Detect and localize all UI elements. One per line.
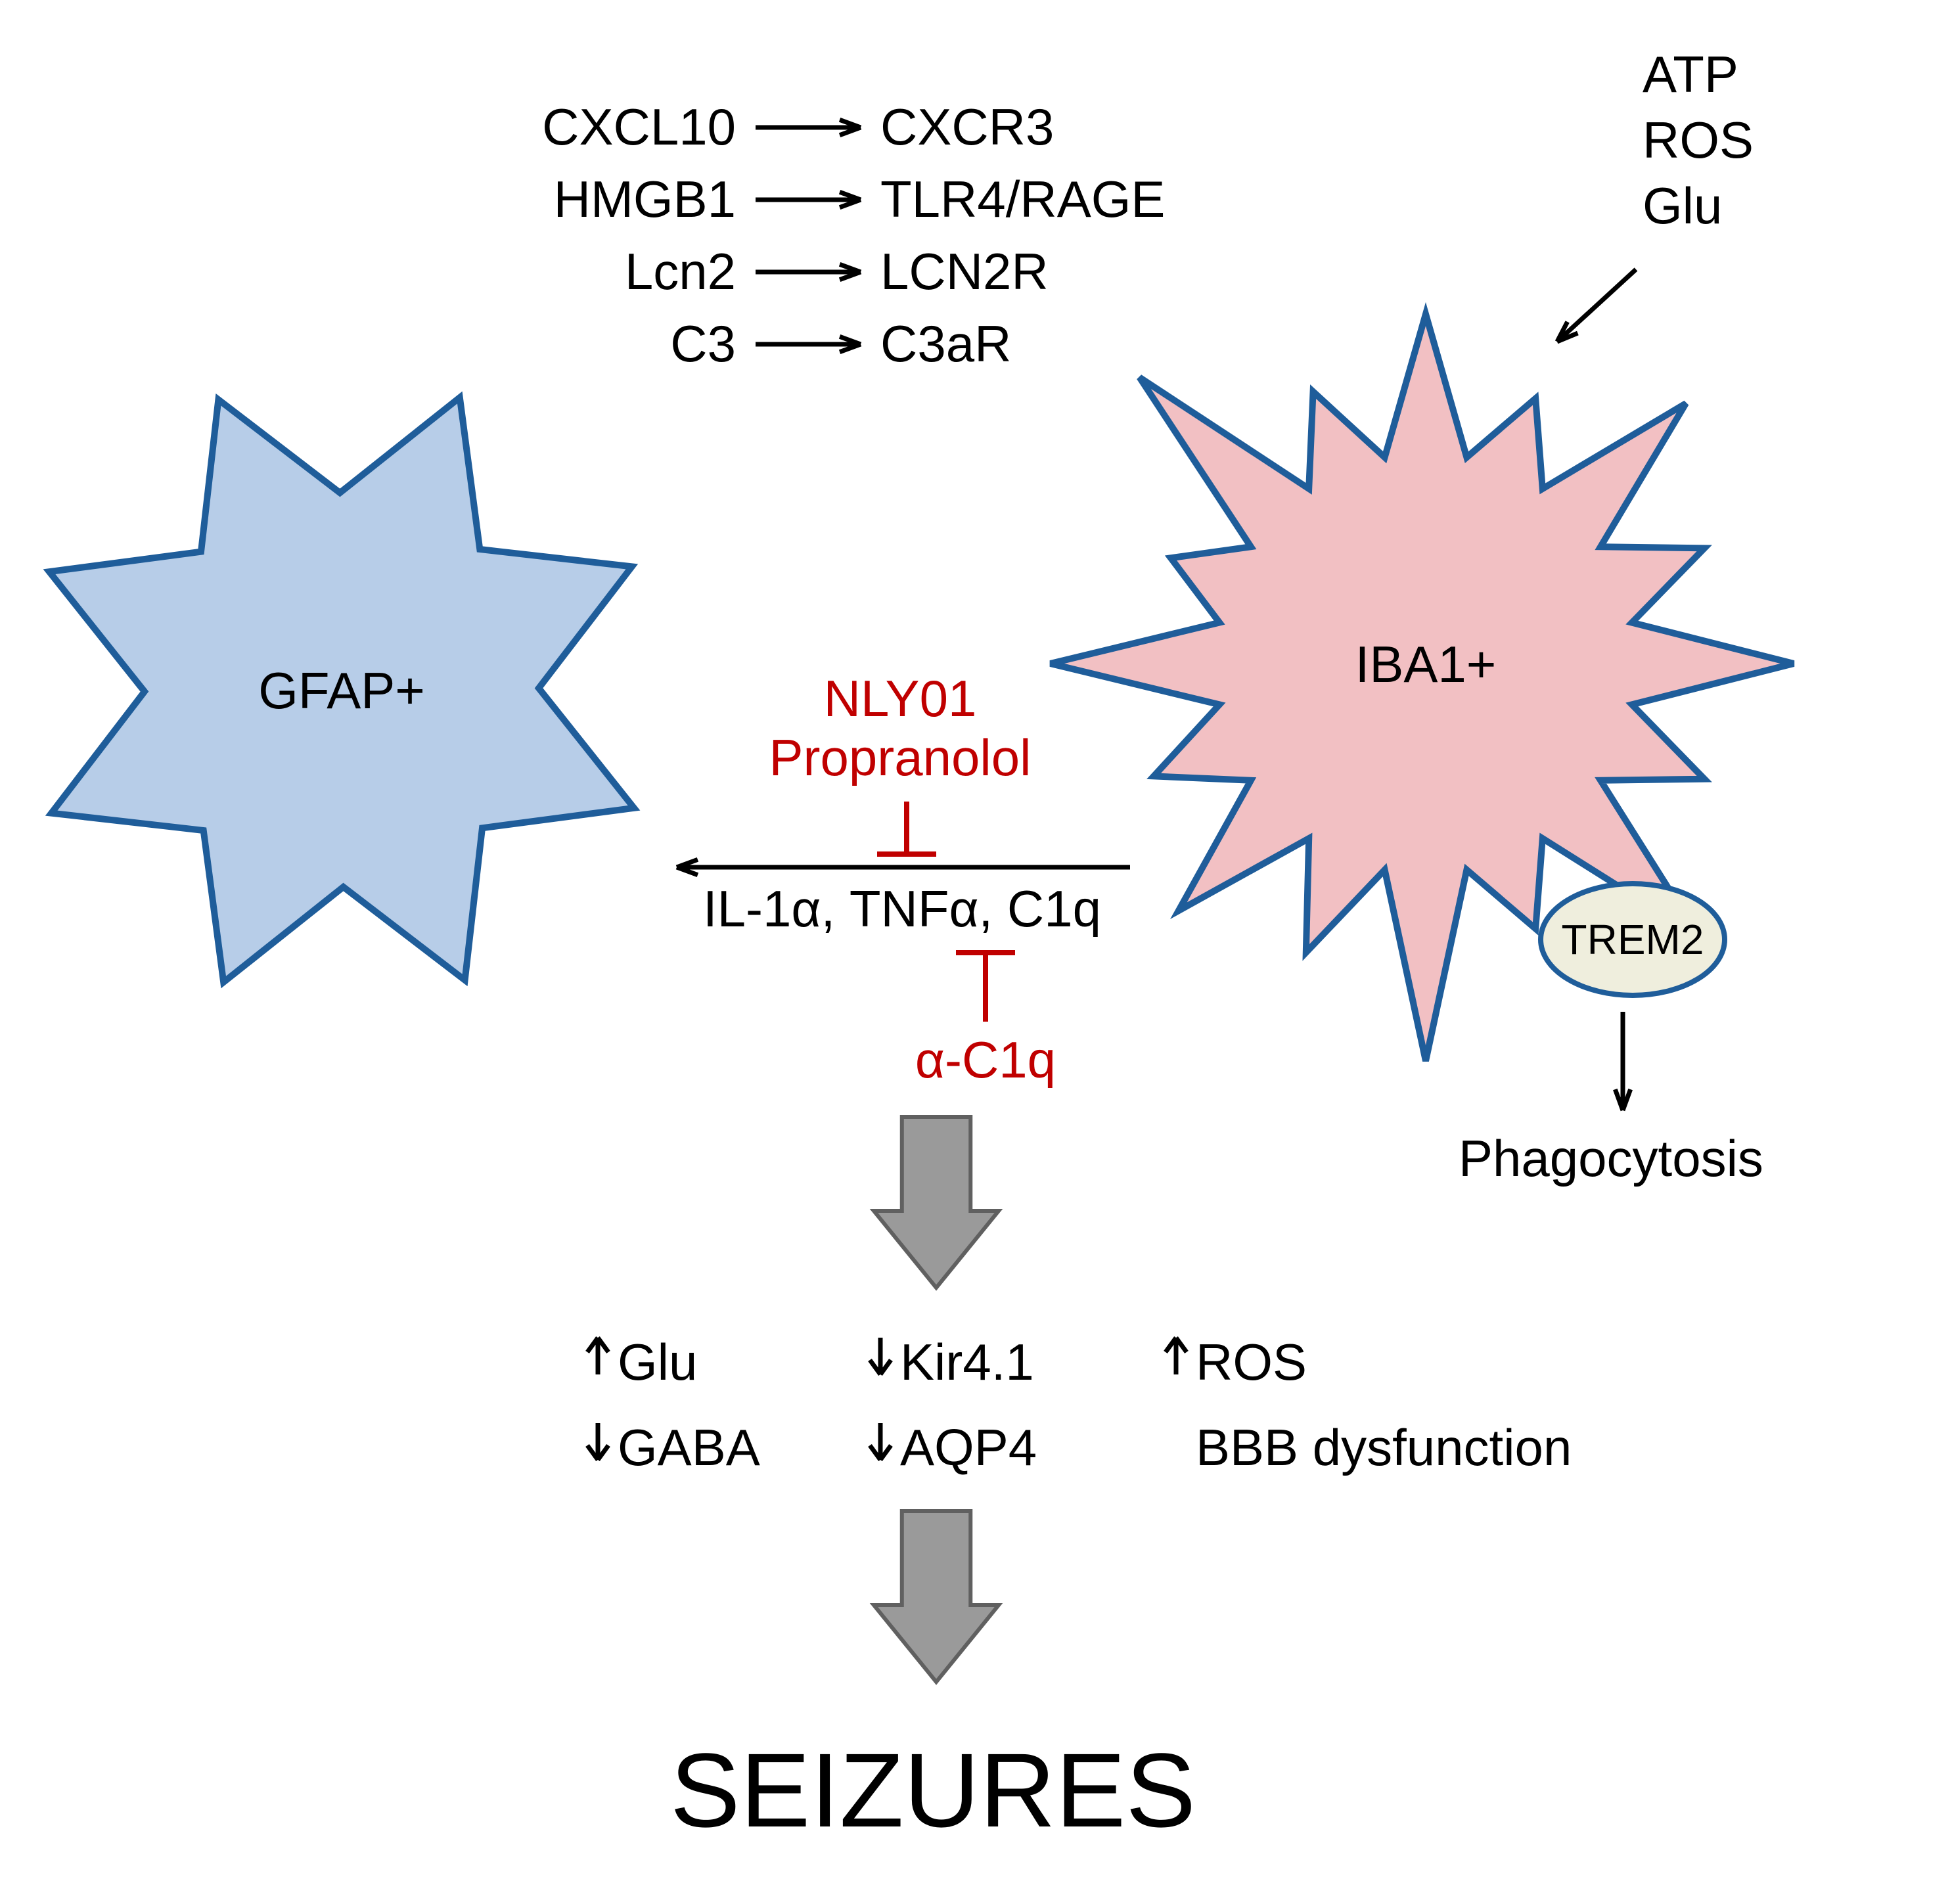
- inhibit-mark: [877, 802, 936, 854]
- up-arrow-icon: [587, 1338, 608, 1374]
- effect-label: Kir4.1: [900, 1333, 1034, 1391]
- phagocytosis-label: Phagocytosis: [1459, 1129, 1763, 1187]
- receptor-label: TLR4/RAGE: [880, 170, 1165, 228]
- ligand-label: C3: [670, 315, 736, 373]
- effect-label: ROS: [1196, 1333, 1307, 1391]
- microglia-label: IBA1+: [1355, 635, 1497, 693]
- ligand-arrow: [756, 120, 861, 135]
- damage-signal-label: ROS: [1643, 111, 1754, 169]
- big-down-arrow: [874, 1117, 999, 1288]
- down-arrow-icon: [870, 1338, 891, 1374]
- ligand-label: CXCL10: [542, 98, 736, 156]
- trem2-to-phagocytosis-arrow: [1615, 1012, 1630, 1110]
- receptor-label: CXCR3: [880, 98, 1054, 156]
- effect-label: Glu: [618, 1333, 697, 1391]
- cytokine-label: IL-1α, TNFα, C1q: [703, 880, 1101, 938]
- damage-signal-label: ATP: [1643, 45, 1738, 103]
- effect-label: AQP4: [900, 1418, 1037, 1476]
- down-arrow-icon: [587, 1423, 608, 1460]
- astrocyte-label: GFAP+: [258, 662, 425, 719]
- seizures-label: SEIZURES: [670, 1731, 1196, 1849]
- ac1q-label: α-C1q: [915, 1031, 1056, 1089]
- big-down-arrow: [874, 1511, 999, 1682]
- ligand-label: Lcn2: [625, 242, 736, 300]
- inhibit-mark: [956, 953, 1015, 1022]
- ligand-arrow: [756, 264, 861, 279]
- nly01-label: NLY01: [824, 669, 977, 727]
- microglia-to-astrocyte-arrow: [677, 859, 1130, 874]
- down-arrow-icon: [870, 1423, 891, 1460]
- damage-to-microglia-arrow: [1557, 269, 1636, 342]
- effect-label: GABA: [618, 1418, 760, 1476]
- damage-signal-label: Glu: [1643, 177, 1722, 235]
- ligand-label: HMGB1: [554, 170, 736, 228]
- receptor-label: LCN2R: [880, 242, 1049, 300]
- ligand-arrow: [756, 336, 861, 351]
- receptor-label: C3aR: [880, 315, 1011, 373]
- propranolol-label: Propranolol: [769, 729, 1032, 786]
- ligand-arrow: [756, 192, 861, 207]
- effect-label: BBB dysfunction: [1196, 1418, 1572, 1476]
- up-arrow-icon: [1166, 1338, 1187, 1374]
- trem2-label: TREM2: [1562, 916, 1704, 963]
